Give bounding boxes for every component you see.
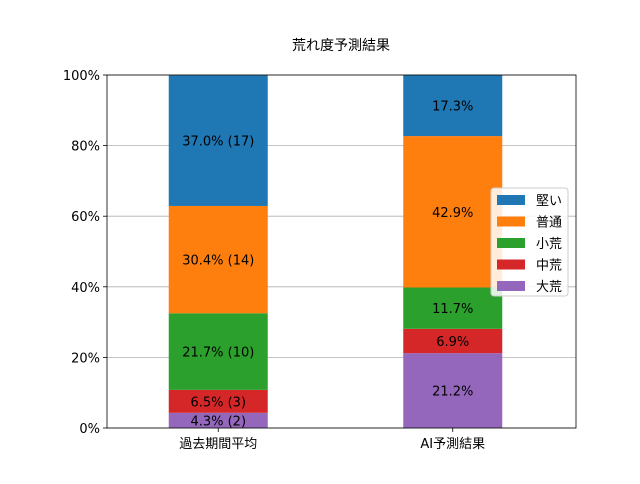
data-label: 6.5% (3) [190,395,246,410]
data-label: 6.9% [436,335,469,350]
y-tick-label: 80% [71,140,100,155]
legend-label: 大荒 [536,280,562,295]
bar-segment-0-1 [403,353,503,428]
bar-segment-2-0 [168,313,268,390]
legend-swatch [497,216,525,227]
chart-title: 荒れ度予測結果 [292,38,390,54]
data-label: 30.4% (14) [182,254,254,269]
plot-frame [106,74,577,429]
data-label: 21.2% [432,385,473,400]
bar-segment-0-0 [168,412,268,428]
legend-label: 小荒 [536,237,562,252]
bar-segment-1-1 [403,328,503,354]
data-label: 4.3% (2) [190,414,246,429]
legend-swatch [497,195,525,205]
bar-segment-1-0 [168,389,268,413]
y-tick-label: 100% [63,69,100,84]
data-label: 42.9% [432,206,473,221]
bar-segment-4-0 [168,75,268,206]
y-tick-label: 60% [71,210,100,225]
bar-segment-3-1 [403,136,503,288]
data-label: 17.3% [432,100,473,115]
legend-label: 普通 [536,216,562,231]
legend-swatch [497,281,525,291]
legend-swatch [497,238,525,248]
x-tick-label: 過去期間平均 [179,437,257,452]
y-tick-label: 20% [71,351,100,366]
y-tick-label: 0% [79,422,100,437]
data-label: 37.0% (17) [182,135,254,150]
data-label: 21.7% (10) [182,346,254,361]
bar-segment-4-1 [403,75,503,137]
legend-label: 中荒 [536,259,562,274]
y-tick-label: 40% [71,281,100,296]
data-label: 11.7% [432,302,473,317]
legend-label: 堅い [536,194,562,209]
bar-segment-3-0 [168,205,268,314]
legend-swatch [497,259,525,270]
bar-segment-2-1 [403,287,503,329]
x-tick-label: AI予測結果 [420,437,485,452]
